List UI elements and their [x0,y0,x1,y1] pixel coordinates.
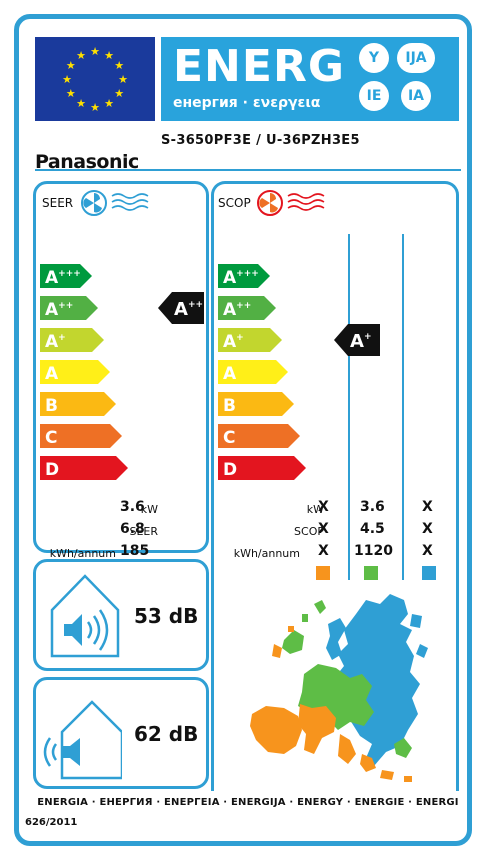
eu-star-icon: ★ [90,46,100,58]
energy-class-label: A [45,364,59,384]
scop-average-kwh: 1120 [354,543,393,559]
lang-code-ie: IE [359,81,389,111]
seer-row-label-seer: SEER [129,525,158,538]
indoor-noise-value: 53 dB [134,604,199,628]
seer-row-value-kw: 3.6 [120,499,145,515]
eu-star-icon: ★ [104,50,114,62]
zone-swatch-warm [316,566,330,580]
eu-star-icon: ★ [114,88,124,100]
rating-indicator: A++ [158,292,204,324]
energy-class-label: B [45,396,58,416]
regulation-number: 626/2011 [25,817,78,828]
energy-class-arrow: A+ [218,328,282,352]
energy-class-arrow: C [40,424,122,448]
eu-stars-icon: ★ ★★★★★★★★★★★ [62,46,128,114]
column-divider-2 [402,234,404,580]
energy-class-label: C [223,428,235,448]
model-number: S-3650PF3E / U-36PZH3E5 [161,133,360,148]
scop-cold-scop: X [422,521,433,537]
lang-code-ija: IJA [397,43,435,73]
energy-class-arrow: A [40,360,110,384]
europe-climate-zones-map [250,594,428,782]
outdoor-noise-panel: 62 dB [33,677,209,789]
energy-class-arrow: A+++ [40,264,92,288]
eu-star-icon: ★ [66,88,76,100]
energy-class-label: D [45,460,59,480]
lang-code-ia: IA [401,81,431,111]
scop-warm-kw: X [318,499,329,515]
seer-row-value-seer: 6.8 [120,521,145,537]
scop-row-label-scop: SCOP [294,525,324,538]
lang-code-y: Y [359,43,389,73]
zone-swatch-average [364,566,378,580]
eu-star-icon: ★ [114,60,124,72]
energy-class-arrow: A++ [218,296,276,320]
energy-subtitle: енергия · ενεργεια [173,95,321,111]
scop-cold-kw: X [422,499,433,515]
scop-cold-kwh: X [422,543,433,559]
indoor-speaker-house-icon [50,574,120,658]
scop-average-scop: 4.5 [360,521,385,537]
energy-class-label: B [223,396,236,416]
energy-class-arrow: B [218,392,294,416]
energy-class-arrow: A+ [40,328,104,352]
eu-star-icon: ★ [118,74,128,86]
energy-class-label: D [223,460,237,480]
scop-row-label-kw: kW [306,503,324,516]
header-divider [35,169,461,171]
fan-cooling-icon [81,190,149,216]
outdoor-noise-value: 62 dB [134,722,199,746]
footer-languages: ENERGIA · ЕНЕРГИЯ · ΕΝΕΡΓΕΙΑ · ENERGIJA … [37,797,459,808]
fan-heating-icon [257,190,325,216]
eu-star-icon: ★ [62,74,72,86]
energy-class-arrow: A [218,360,288,384]
brand-name: Panasonic [35,151,139,173]
eu-flag: ★ ★ ★ ★ ★ ★ ★ ★ ★ ★ ★ ★ [35,37,155,121]
energy-class-arrow: A+++ [218,264,270,288]
energy-class-label: C [45,428,57,448]
column-divider-1 [348,234,350,580]
seer-row-label-kw: kW [140,503,158,516]
energy-class-arrow: B [40,392,116,416]
scop-title: SCOP [218,196,251,210]
seer-title: SEER [42,196,74,210]
eu-star-icon: ★ [76,98,86,110]
energy-class-arrow: D [218,456,306,480]
seer-row-label-kwh: kWh/annum [49,547,116,560]
rating-indicator: A+ [334,324,380,356]
scop-warm-scop: X [318,521,329,537]
eu-star-icon: ★ [90,102,100,114]
eu-star-icon: ★ [104,98,114,110]
scop-warm-kwh: X [318,543,329,559]
energy-banner: ENERG енергия · ενεργεια Y IJA IE IA [161,37,459,121]
energy-class-arrow: C [218,424,300,448]
seer-row-value-kwh: 185 [120,543,150,559]
energy-label: ★ ★ ★ ★ ★ ★ ★ ★ ★ ★ ★ ★ ENERG енергия · ενεργεια Y … [14,14,472,846]
outdoor-speaker-house-icon [43,700,122,780]
indoor-noise-panel: 53 dB [33,559,209,671]
energy-class-arrow: D [40,456,128,480]
eu-star-icon: ★ [66,60,76,72]
seer-panel: SEER A+++ A++ A+ A B C D A++ kW 3.6 SEER 6.8 kW… [33,181,209,560]
eu-star-icon: ★ [76,50,86,62]
energy-class-label: A [223,364,237,384]
energy-title: ENERG [173,41,345,92]
scop-average-kw: 3.6 [360,499,385,515]
energy-class-arrow: A++ [40,296,98,320]
scop-panel: SCOP A+++ A++ A+ A B C D A+ kW X 3.6 X SCOP X 4… [211,181,459,791]
zone-swatch-cold [422,566,436,580]
scop-row-label-kwh: kWh/annum [233,547,300,560]
